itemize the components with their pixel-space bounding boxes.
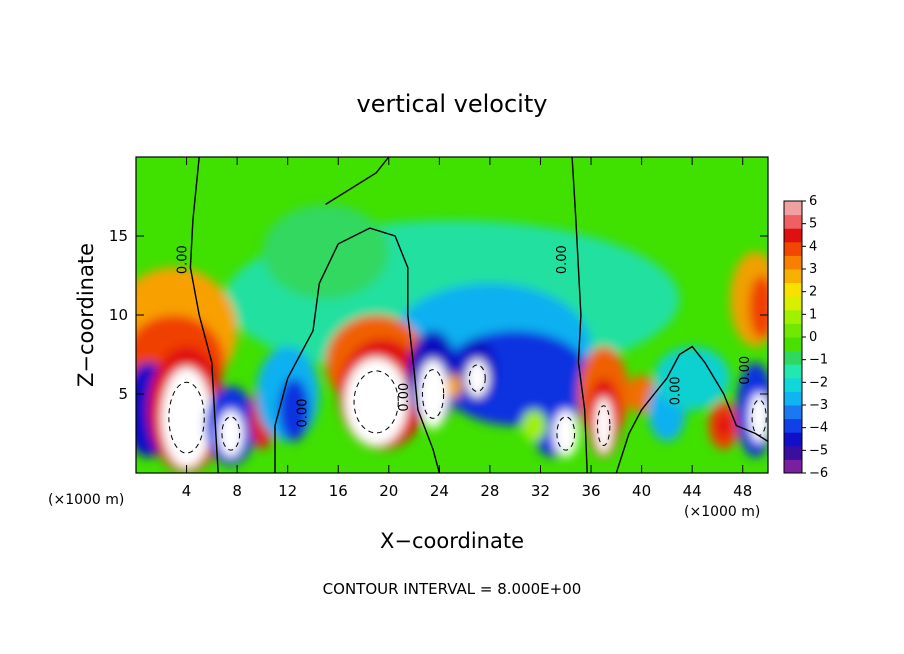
contour-label: 0.00 (555, 245, 570, 274)
colorbar-swatch (784, 323, 802, 338)
field-blob (521, 409, 547, 442)
contour-interval-note: CONTOUR INTERVAL = 8.000E+00 (323, 580, 582, 598)
colorbar-label: −1 (809, 353, 828, 368)
contour-line (274, 227, 441, 473)
colorbar-label: −2 (809, 375, 828, 390)
contour-label: 0.00 (669, 376, 684, 405)
field-blob (749, 275, 768, 339)
y-tick-label: 15 (109, 227, 128, 245)
negative-contour (168, 381, 205, 454)
x-tick-label: 12 (278, 482, 297, 500)
colorbar-swatch (784, 445, 802, 460)
negative-contour (596, 405, 611, 447)
x-tick-label: 28 (480, 482, 499, 500)
velocity-field (136, 204, 768, 473)
colorbar-swatch (784, 418, 802, 433)
negative-contour (468, 364, 486, 392)
negative-contour (751, 399, 767, 436)
x-axis-label: X−coordinate (380, 529, 524, 553)
colorbar-swatch (784, 228, 802, 243)
chart-title: vertical velocity (357, 90, 548, 118)
zero-contours (168, 157, 768, 473)
colorbar-swatch (784, 337, 802, 352)
contour-line (189, 157, 219, 473)
colorbar-swatch (784, 459, 802, 474)
colorbar-label: −4 (809, 421, 828, 436)
field-blob (278, 378, 310, 442)
x-unit-right: (×1000 m) (684, 504, 760, 520)
colorbar-swatch (784, 364, 802, 379)
colorbar-swatch (784, 255, 802, 270)
contour-label: 0.00 (397, 383, 412, 412)
contour-line (571, 157, 588, 473)
x-tick-label: 20 (379, 482, 398, 500)
field-blob (446, 373, 463, 399)
colorbar-swatch (784, 296, 802, 311)
x-tick-label: 36 (581, 482, 600, 500)
colorbar-swatch (784, 241, 802, 256)
x-tick-label: 40 (632, 482, 651, 500)
x-tick-label: 24 (430, 482, 449, 500)
negative-contour (556, 416, 576, 451)
colorbar-swatch (784, 377, 802, 392)
colorbar-label: 3 (809, 262, 817, 277)
x-unit-left: (×1000 m) (48, 492, 124, 508)
colorbar-swatch (784, 309, 802, 324)
colorbar-label: 2 (809, 285, 817, 300)
colorbar-label: 1 (809, 307, 817, 322)
y-axis-label: Z−coordinate (74, 243, 98, 387)
colorbar-swatch (784, 391, 802, 406)
colorbar-label: 6 (809, 194, 817, 209)
x-tick-label: 16 (329, 482, 348, 500)
colorbar: 6 5 4 3 2 1 0 −1 −2 −3 −4 −5 −6 (783, 194, 828, 481)
contour-line (615, 345, 768, 473)
negative-contour (353, 370, 399, 434)
colorbar-label: 4 (809, 239, 817, 254)
colorbar-swatch (784, 269, 802, 284)
colorbar-swatch (784, 201, 802, 216)
colorbar-label: 0 (809, 330, 817, 345)
colorbar-swatch (784, 350, 802, 365)
field-blob (716, 412, 732, 439)
y-tick-label: 5 (118, 385, 128, 403)
y-axis-ticks: 5 10 15 (109, 227, 768, 403)
x-tick-label: 32 (531, 482, 550, 500)
field-blob (654, 346, 731, 410)
colorbar-swatch (784, 432, 802, 447)
field-blob (262, 204, 389, 300)
negative-contour (421, 369, 445, 419)
negative-contour (221, 416, 241, 451)
colorbar-label: −3 (809, 398, 828, 413)
contour-label: 0.00 (738, 356, 753, 385)
colorbar-label: −5 (809, 443, 828, 458)
colorbar-swatch (784, 214, 802, 229)
x-tick-label: 4 (182, 482, 192, 500)
x-tick-label: 44 (683, 482, 702, 500)
colorbar-swatch (784, 282, 802, 297)
x-tick-label: 8 (232, 482, 242, 500)
plot-area: 0.00 0.00 0.00 0.00 0.00 0.00 (136, 157, 768, 473)
contour-label: 0.00 (296, 399, 311, 428)
colorbar-swatch (784, 405, 802, 420)
colorbar-label: −6 (809, 466, 828, 481)
x-tick-label: 48 (733, 482, 752, 500)
contour-label: 0.00 (176, 245, 191, 274)
y-tick-label: 10 (109, 306, 128, 324)
contour-line (325, 157, 390, 205)
contour-labels: 0.00 0.00 0.00 0.00 0.00 0.00 (176, 245, 753, 427)
x-axis-ticks: 4 8 12 16 20 24 28 32 36 40 44 48 (182, 157, 752, 500)
colorbar-label: 5 (809, 217, 817, 232)
